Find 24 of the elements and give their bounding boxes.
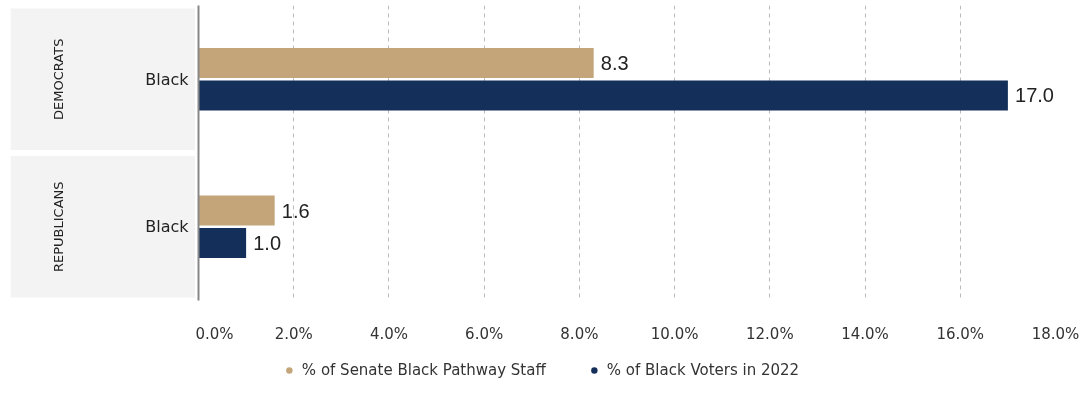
- legend-label: % of Black Voters in 2022: [606, 361, 800, 379]
- bar: [198, 48, 594, 78]
- x-tick-label: 10.0%: [650, 324, 699, 343]
- data-label: 17.0: [1015, 84, 1054, 107]
- x-tick-label: 2.0%: [274, 324, 313, 343]
- x-tick-label: 14.0%: [841, 324, 889, 343]
- bar: [198, 80, 1008, 111]
- y-tick-label: Black: [145, 217, 190, 237]
- data-label: 8.3: [600, 52, 629, 75]
- text: DEMOCRATS: [51, 38, 66, 120]
- bar: [198, 228, 247, 258]
- x-tick-label: 4.0%: [369, 324, 408, 343]
- x-tick-label: 12.0%: [746, 324, 794, 343]
- x-tick-label: 16.0%: [936, 324, 985, 343]
- x-tick-label: 6.0%: [465, 324, 504, 343]
- text: REPUBLICANS: [51, 181, 66, 273]
- legend-label: % of Senate Black Pathway Staff: [301, 361, 546, 379]
- x-tick-label: 0.0%: [195, 324, 234, 343]
- data-label: 1.6: [281, 199, 310, 222]
- x-tick-label: 18.0%: [1031, 324, 1080, 343]
- x-tick-label: 8.0%: [560, 324, 599, 343]
- data-label: 1.0: [253, 231, 282, 254]
- y-tick-label: Black: [145, 69, 190, 89]
- bar: [198, 195, 275, 226]
